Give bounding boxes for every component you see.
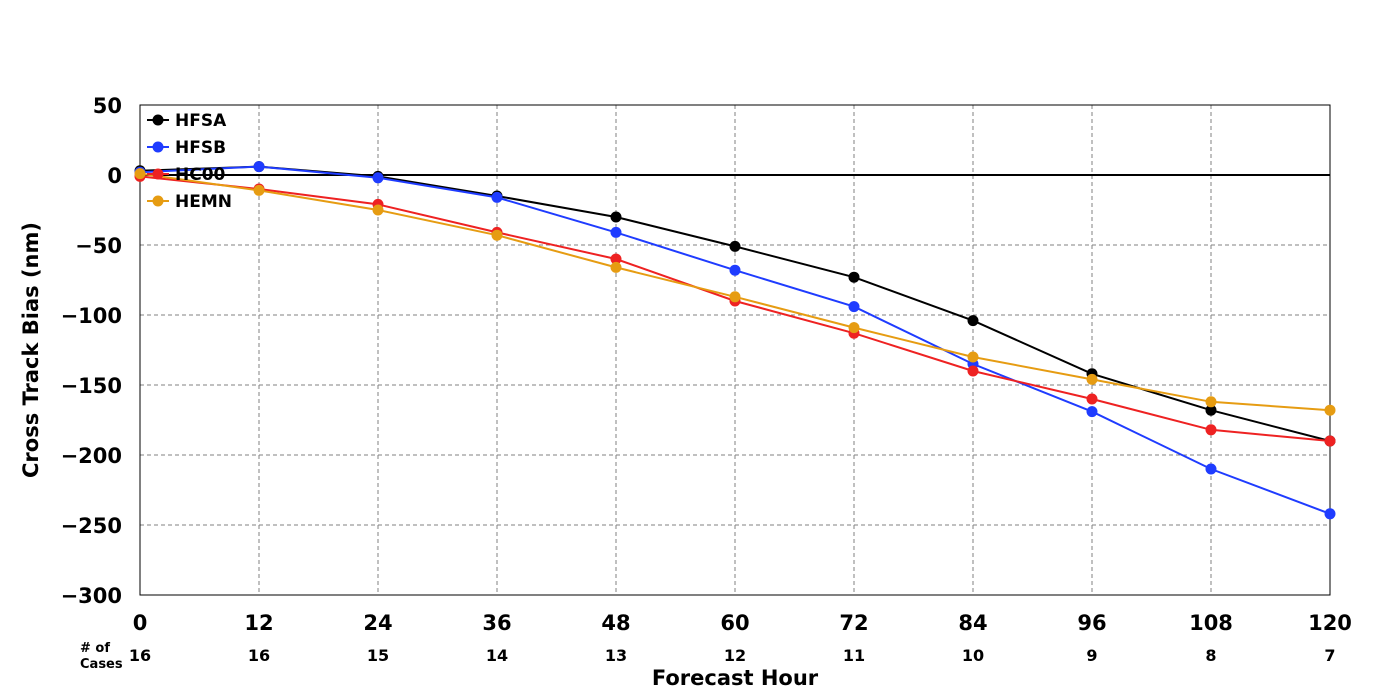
data-point-hfsb [1086,406,1098,418]
case-count: 15 [367,646,389,665]
x-tick-label: 120 [1308,611,1352,635]
data-point-hemn [491,229,503,241]
data-point-hc00 [610,253,622,265]
x-tick-label: 12 [244,611,273,635]
x-tick-label: 72 [839,611,868,635]
data-point-hemn [610,261,622,273]
data-point-hfsa [967,315,979,327]
grid-layer [140,105,1330,595]
y-tick-label: −250 [61,514,122,538]
y-tick-labels: 50 0 −50 −100 −150 −200 −250 −300 [61,94,122,608]
legend-label: HFSA [175,111,227,131]
case-count: 9 [1086,646,1097,665]
legend: HFSA HFSB HC00 HEMN [147,111,232,212]
case-count: 13 [605,646,627,665]
data-point-hc00 [1324,435,1336,447]
series-layer [134,161,1336,520]
data-point-hfsb [491,191,503,203]
data-point-hfsa [610,211,622,223]
data-point-hfsa [848,271,860,283]
case-counts: 16 16 15 14 13 12 11 10 9 8 7 [129,646,1336,665]
x-tick-label: 48 [601,611,630,635]
data-point-hfsa [1205,404,1217,416]
data-point-hemn [967,351,979,363]
data-point-hemn [1086,373,1098,385]
x-tick-labels: 0 12 24 36 48 60 72 84 96 108 120 [133,611,1352,635]
y-tick-label: 50 [93,94,122,118]
legend-swatch-marker [152,195,164,207]
x-tick-label: 36 [482,611,511,635]
x-tick-label: 0 [133,611,148,635]
data-point-hfsb [1205,463,1217,475]
y-tick-label: −200 [61,444,122,468]
data-point-hfsb [1324,508,1336,520]
data-point-hfsb [729,264,741,276]
legend-swatch-marker [152,168,164,180]
case-count: 11 [843,646,865,665]
x-axis-label: Forecast Hour [652,666,819,690]
data-point-hc00 [1086,393,1098,405]
data-point-hemn [848,322,860,334]
case-count: 14 [486,646,508,665]
case-count: 12 [724,646,746,665]
data-point-hc00 [967,365,979,377]
cases-label-line1: # of [80,641,110,656]
data-point-hfsb [848,301,860,313]
data-point-hemn [1205,396,1217,408]
data-point-hemn [253,184,265,196]
x-tick-label: 84 [958,611,987,635]
y-tick-label: −100 [61,304,122,328]
data-point-hfsb [610,226,622,238]
case-count: 10 [962,646,984,665]
case-count: 16 [129,646,151,665]
y-tick-label: 0 [107,164,122,188]
legend-label: HEMN [175,192,232,212]
legend-label: HC00 [175,165,226,185]
x-tick-label: 60 [720,611,749,635]
data-point-hemn [729,291,741,303]
x-tick-label: 24 [363,611,392,635]
x-tick-label: 96 [1077,611,1106,635]
data-point-hc00 [1205,424,1217,436]
data-point-hfsa [729,240,741,252]
case-count: 8 [1205,646,1216,665]
case-count: 16 [248,646,270,665]
x-tick-label: 108 [1189,611,1233,635]
y-tick-label: −50 [75,234,122,258]
cases-label-line2: Cases [80,657,123,672]
y-tick-label: −150 [61,374,122,398]
data-point-hemn [134,168,146,180]
plot-frame [139,104,1331,596]
data-point-hemn [372,204,384,216]
legend-swatch-marker [152,141,164,153]
data-point-hfsb [372,172,384,184]
legend-label: HFSB [175,138,226,158]
data-point-hemn [1324,404,1336,416]
data-point-hfsb [253,161,265,173]
y-tick-label: −300 [61,584,122,608]
y-axis-label: Cross Track Bias (nm) [19,222,43,478]
case-count: 7 [1324,646,1335,665]
legend-swatch-marker [152,114,164,126]
